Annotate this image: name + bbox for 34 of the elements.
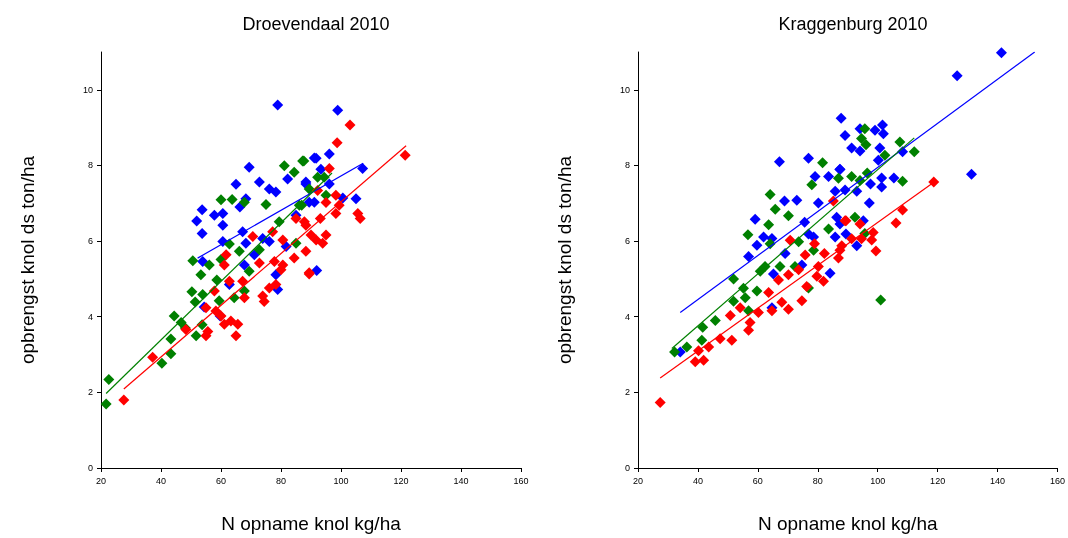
x-tick-label: 120: [930, 475, 946, 486]
y-tick-label: 4: [87, 311, 93, 322]
x-axis-title: N opname knol kg/ha: [221, 513, 402, 534]
x-axis-title: N opname knol kg/ha: [757, 513, 938, 534]
x-tick-label: 40: [155, 475, 167, 486]
y-axis-title: opbrengst knol ds ton/ha: [554, 155, 575, 365]
x-tick-label: 60: [752, 475, 763, 486]
y-tick-label: 10: [82, 84, 93, 95]
x-tick-label: 20: [632, 475, 644, 486]
y-tick-label: 2: [87, 387, 93, 398]
y-tick-label: 8: [87, 160, 93, 171]
y-tick-label: 6: [87, 236, 93, 247]
y-tick-label: 6: [624, 236, 630, 247]
y-tick-label: 0: [624, 463, 630, 473]
x-tick-label: 100: [870, 475, 886, 486]
y-tick-label: 2: [624, 387, 630, 398]
x-tick-label: 160: [513, 475, 529, 486]
x-tick-label: 40: [692, 475, 703, 486]
x-tick-label: 100: [333, 475, 349, 486]
y-tick-label: 8: [624, 160, 630, 171]
y-axis-title: opbrengst knol ds ton/ha: [17, 155, 38, 365]
y-tick-label: 4: [624, 311, 630, 322]
chart-title: Kraggenburg 2010: [778, 14, 928, 34]
y-tick-label: 0: [87, 463, 93, 473]
x-tick-label: 80: [275, 475, 287, 486]
y-tick-label: 10: [619, 84, 630, 95]
x-tick-label: 120: [393, 475, 409, 486]
x-tick-label: 140: [990, 475, 1006, 486]
x-tick-label: 160: [1049, 475, 1066, 486]
x-tick-label: 60: [215, 475, 227, 486]
x-tick-label: 80: [812, 475, 823, 486]
x-tick-label: 140: [453, 475, 469, 486]
x-tick-label: 20: [95, 475, 107, 486]
chart-title: Droevendaal 2010: [242, 14, 390, 34]
